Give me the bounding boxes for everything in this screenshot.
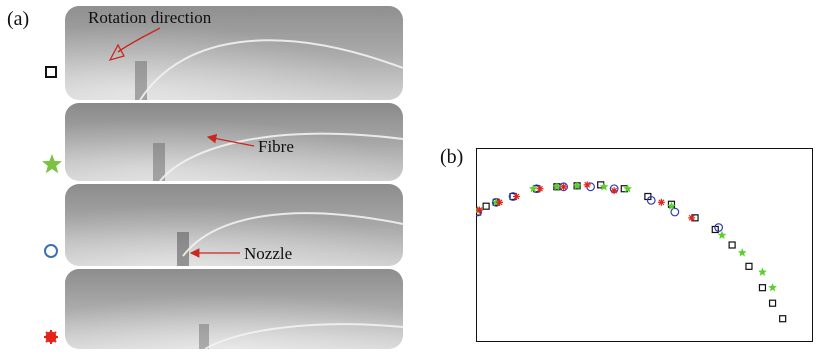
nozzle-label: Nozzle: [244, 244, 293, 263]
circle-data-point: [646, 195, 656, 205]
asterisk-data-point: [610, 187, 618, 195]
star-data-point: [572, 181, 582, 190]
asterisk-data-point: [476, 206, 483, 214]
star-marker-icon: [42, 154, 62, 174]
circle-data-point: [670, 207, 680, 217]
star-data-point: [552, 182, 562, 191]
square-marker-icon: [45, 66, 57, 78]
rotation-direction-label: Rotation direction: [88, 8, 212, 27]
fibre-label: Fibre: [258, 137, 294, 156]
square-data-point: [745, 262, 753, 270]
square-data-point: [768, 299, 777, 307]
star-data-point: [528, 184, 538, 193]
panel-a-label: (a): [7, 8, 30, 30]
star-data-point: [599, 182, 609, 191]
square-data-point: [728, 241, 736, 249]
asterisk-data-point: [536, 185, 544, 193]
asterisk-data-point: [688, 214, 696, 222]
asterisk-data-point: [512, 193, 520, 200]
scatter-plot: [476, 148, 813, 342]
photo-frame-2: [65, 103, 403, 181]
asterisk-data-point: [657, 198, 665, 206]
star-data-point: [768, 283, 777, 292]
star-data-point: [623, 184, 633, 193]
asterisk-data-point: [583, 181, 591, 189]
asterisk-marker-icon: [44, 330, 58, 344]
star-data-point: [737, 248, 747, 257]
asterisk-data-point: [560, 183, 568, 191]
star-data-point: [717, 230, 727, 240]
asterisk-data-point: [496, 198, 504, 206]
square-data-point: [482, 202, 490, 210]
star-data-point: [758, 267, 767, 276]
square-data-point: [758, 284, 767, 292]
photo-frame-3: [65, 184, 403, 266]
circle-data-point: [559, 182, 569, 192]
square-data-point: [779, 315, 787, 323]
circle-marker-icon: [44, 244, 58, 258]
plot-frame: [476, 148, 813, 342]
panel-b-label: (b): [440, 146, 464, 168]
star-data-point: [667, 201, 676, 210]
photo-frame-4: [65, 269, 403, 349]
photo-frame-1: [65, 6, 403, 100]
circle-data-point: [714, 223, 724, 232]
